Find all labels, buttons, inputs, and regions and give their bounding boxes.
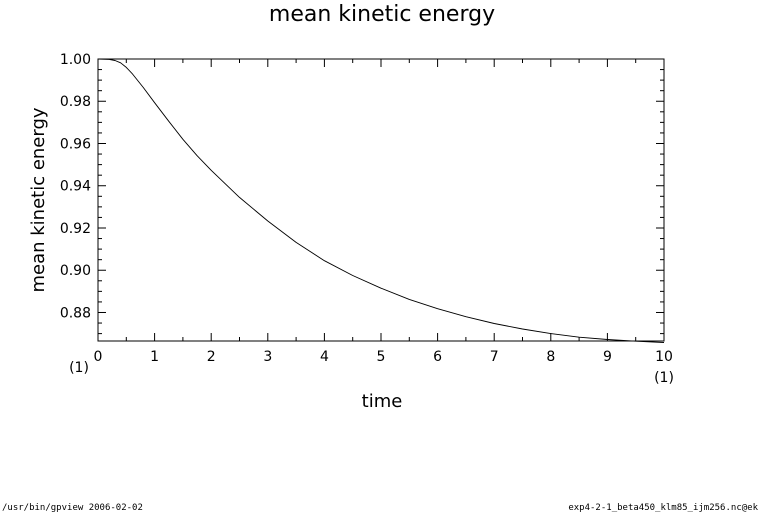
x-tick-label: 8 [546,349,555,365]
footer-left: /usr/bin/gpview 2006-02-02 [2,503,143,513]
x-tick-label: 3 [263,349,272,365]
y-tick-label: 1.00 [60,52,91,68]
x-tick-label: 9 [603,349,612,365]
y-tick-label: 0.92 [60,221,91,237]
y-tick-label: 0.90 [60,263,91,279]
x-tick-label: 2 [207,349,216,365]
axis-ticks [97,58,665,341]
series-group [97,58,665,343]
chart-title: mean kinetic energy [269,2,495,27]
plot-frame [97,58,665,342]
y-tick-label: 0.94 [60,179,91,195]
x-tick-label: 1 [150,349,159,365]
footer-right: exp4-2-1_beta450_klm85_ijm256.nc@ek [568,503,758,513]
tick-labels: 0 1 2 3 4 5 6 7 8 9 10 1.00 0.98 0.96 0.94 0.92 0.90 0.88 [60,52,673,365]
x-tick-label: 7 [490,349,499,365]
x-tick-label: 0 [94,349,103,365]
x-axis-unit-left: (1) [69,360,89,376]
y-tick-label: 0.98 [60,94,91,110]
x-tick-label: 10 [655,349,673,365]
x-tick-label: 5 [377,349,386,365]
y-tick-label: 0.88 [60,305,91,321]
y-axis-label: mean kinetic energy [28,107,49,292]
series-line [97,58,665,343]
x-axis-label: time [362,391,403,412]
x-tick-label: 6 [433,349,442,365]
x-tick-label: 4 [320,349,329,365]
y-tick-label: 0.96 [60,136,91,152]
x-axis-unit-right: (1) [654,370,674,386]
